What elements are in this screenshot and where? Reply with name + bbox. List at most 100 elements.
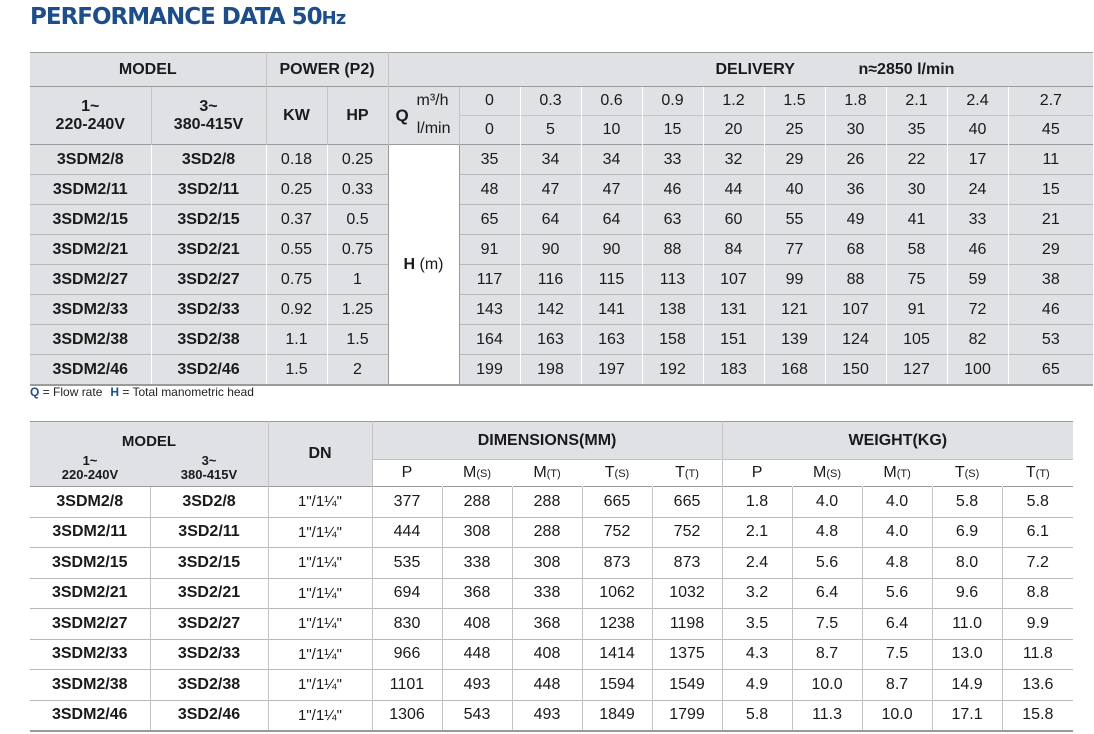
head-value: 143: [459, 294, 520, 325]
weight-value: 4.8: [791, 516, 863, 548]
dimension-value: 873: [581, 547, 652, 578]
weight-header: WEIGHT(KG): [721, 421, 1074, 460]
flow-m3h-header: 2.1: [885, 86, 947, 116]
head-value: 131: [702, 294, 764, 325]
dims-col-ts-header: T(S): [581, 459, 652, 487]
head-value: 63: [641, 204, 703, 235]
flow-lmin-header: 15: [641, 115, 703, 145]
dn-value: 1"/1¼": [267, 547, 372, 578]
dims-single-phase-voltage: 220-240V: [61, 467, 119, 482]
model-single-phase: 3SDM2/27: [30, 608, 150, 639]
model-three-phase: 3SD2/21: [149, 577, 268, 609]
head-value: 150: [824, 354, 886, 385]
col-sub: (T): [1035, 468, 1050, 480]
h-unit: (m): [419, 255, 444, 273]
dimension-value: 830: [371, 608, 442, 639]
dimension-value: 368: [441, 577, 512, 609]
head-value: 47: [580, 174, 642, 205]
table-row: 3SDM2/11 3SD2/11 1"/1¼" 444 308 288 752 752 2.1 4…: [30, 516, 1074, 548]
legend-h-text: = Total manometric head: [119, 385, 254, 399]
dimension-value: 1849: [581, 699, 652, 731]
head-value: 88: [824, 264, 886, 295]
weight-value: 1.8: [721, 486, 793, 517]
delivery-label: DELIVERY: [715, 60, 795, 78]
model-three-phase: 3SD2/46: [150, 354, 266, 385]
power-hp: 1: [326, 264, 388, 295]
three-phase-label: 3~: [199, 97, 218, 115]
q-unit-header: Q m³/h l/min: [387, 86, 459, 145]
weight-value: 4.0: [861, 486, 933, 517]
flow-m3h-header: 2.7: [1007, 86, 1094, 116]
head-value: 91: [459, 234, 520, 265]
power-kw: 1.5: [265, 354, 327, 385]
table-row: 3SDM2/38 3SD2/38 1"/1¼" 1101 493 448 1594 1549 4…: [30, 669, 1074, 700]
dimensions-table: MODEL 1~ 220-240V 3~ 380-415V DN DIMENSION…: [30, 421, 1074, 732]
table-row: 3SDM2/33 3SD2/33 1"/1¼" 966 448 408 1414 1375 4.…: [30, 638, 1074, 670]
weight-value: 9.9: [1001, 608, 1074, 639]
weight-col-tt-header: T(T): [1001, 459, 1074, 487]
weight-value: 6.4: [791, 577, 863, 609]
model-three-phase: 3SD2/8: [150, 144, 266, 175]
dimension-value: 308: [511, 547, 582, 578]
model-three-phase: 3SD2/27: [149, 608, 268, 639]
unit-m3h: m³/h: [416, 92, 449, 109]
dims-model-label: MODEL: [121, 433, 177, 450]
head-value: 33: [641, 144, 703, 175]
dimension-value: 1594: [581, 669, 652, 700]
head-value: 138: [641, 294, 703, 325]
dimension-value: 1101: [371, 669, 442, 700]
power-hp: 0.75: [326, 234, 388, 265]
head-value: 168: [763, 354, 825, 385]
dims-single-phase-label: 1~: [82, 453, 98, 468]
dimension-value: 1799: [651, 699, 723, 731]
weight-value: 8.0: [931, 547, 1003, 578]
dn-value: 1"/1¼": [267, 699, 372, 731]
weight-value: 6.4: [861, 608, 933, 639]
head-value: 127: [885, 354, 947, 385]
head-value: 141: [580, 294, 642, 325]
head-value: 36: [824, 174, 886, 205]
head-value: 84: [702, 234, 764, 265]
model-single-phase: 3SDM2/8: [30, 486, 150, 517]
model-single-phase: 3SDM2/38: [30, 324, 151, 355]
col-base: M: [813, 464, 827, 481]
model-single-phase: 3SDM2/33: [30, 638, 150, 670]
dn-value: 1"/1¼": [267, 638, 372, 670]
dn-value: 1"/1¼": [267, 516, 372, 548]
weight-col-mt-header: M(T): [861, 459, 933, 487]
kw-header: KW: [265, 86, 327, 145]
page-title: PERFORMANCE DATA 50Hz: [30, 4, 346, 30]
model-three-phase: 3SD2/8: [149, 486, 268, 517]
dimension-value: 493: [441, 669, 512, 700]
head-value: 68: [824, 234, 886, 265]
head-value: 142: [519, 294, 581, 325]
head-value: 38: [1007, 264, 1094, 295]
head-value: 49: [824, 204, 886, 235]
table-row: 3SDM2/15 3SD2/15 1"/1¼" 535 338 308 873 873 2.4 5…: [30, 547, 1074, 578]
head-value: 90: [580, 234, 642, 265]
dimension-value: 1414: [581, 638, 652, 670]
head-value: 100: [946, 354, 1008, 385]
head-value: 91: [885, 294, 947, 325]
dimension-value: 288: [511, 516, 582, 548]
dimension-value: 377: [371, 486, 442, 517]
model-three-phase: 3SD2/27: [150, 264, 266, 295]
head-value: 11: [1007, 144, 1094, 175]
dimension-value: 873: [651, 547, 723, 578]
weight-value: 2.4: [721, 547, 793, 578]
col-sub: (T): [684, 468, 699, 480]
h-axis-label: H (m): [387, 144, 460, 385]
dimension-value: 338: [441, 547, 512, 578]
weight-value: 10.0: [791, 669, 863, 700]
head-value: 164: [459, 324, 520, 355]
weight-value: 11.0: [931, 608, 1003, 639]
weight-value: 5.8: [1001, 486, 1074, 517]
flow-m3h-header: 0: [458, 86, 520, 116]
model-single-phase: 3SDM2/21: [30, 577, 150, 609]
flow-m3h-header: 1.8: [824, 86, 886, 116]
power-hp: 0.33: [326, 174, 388, 205]
dimension-value: 1032: [651, 577, 723, 609]
weight-value: 11.3: [791, 699, 863, 731]
head-value: 198: [519, 354, 581, 385]
perf-power-header: POWER (P2): [265, 52, 388, 87]
